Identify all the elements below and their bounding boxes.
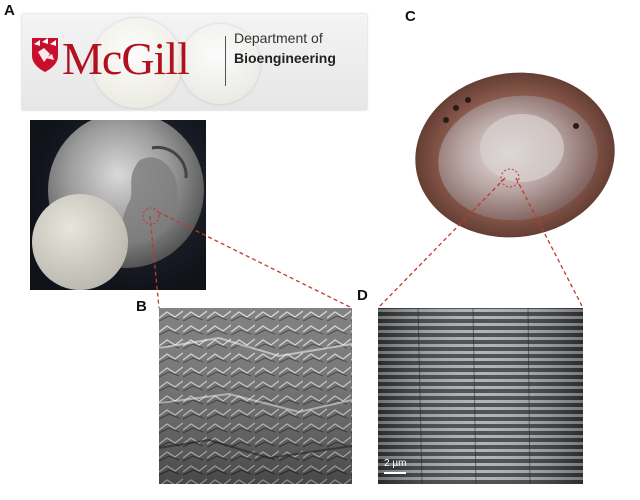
mcgill-shield-icon: [32, 38, 58, 72]
sem-texture-d: [378, 307, 583, 485]
nacre-disc-image-2: [180, 24, 260, 104]
department-line-1: Department of: [234, 30, 323, 46]
sem-texture-b: [158, 308, 353, 484]
mcgill-banner: McGill Department of Bioengineering: [22, 14, 367, 110]
panel-label-b: B: [136, 298, 147, 315]
sem-image-b: [158, 308, 353, 484]
abalone-shell-image: [415, 72, 615, 238]
panel-label-c: C: [405, 8, 416, 25]
panel-label-a: A: [4, 2, 15, 19]
scale-bar: [384, 472, 406, 474]
nacre-disc-image: [92, 18, 182, 108]
coin-photo: [30, 112, 206, 290]
panel-label-d: D: [357, 287, 368, 304]
banner-divider: [225, 36, 226, 86]
mcgill-wordmark: McGill: [62, 33, 190, 84]
scale-bar-label: 2 µm: [384, 458, 407, 469]
coin-illustration: [32, 112, 204, 290]
sem-image-d: [378, 307, 583, 485]
department-line-2: Bioengineering: [234, 50, 336, 66]
